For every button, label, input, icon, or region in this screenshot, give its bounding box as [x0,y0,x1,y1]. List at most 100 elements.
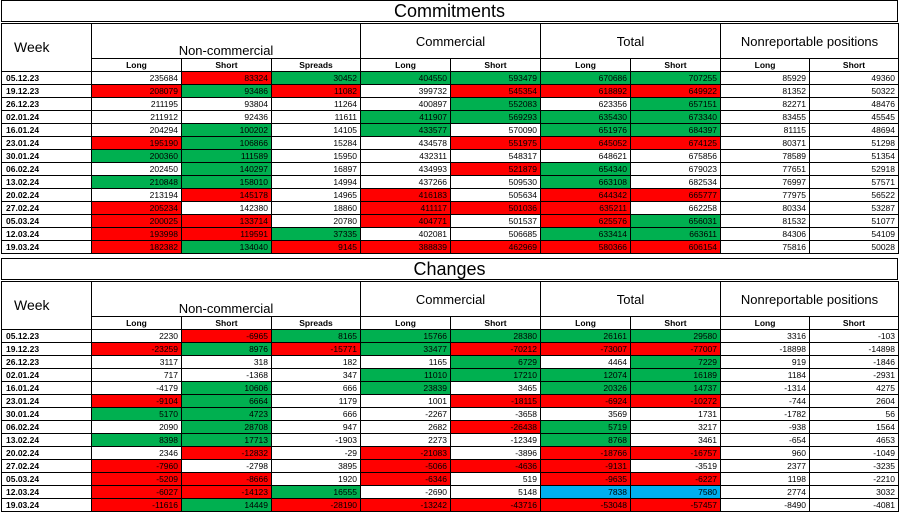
value-cell: 1198 [720,472,811,486]
value-cell: 14965 [270,188,362,202]
value-cell: 433577 [360,123,452,137]
value-cell: 606154 [630,240,722,254]
value-cell: 14994 [270,175,362,189]
table-row: 19.12.23 -23259 8976 -15771 33477 -70212 -7300… [1,342,900,356]
value-cell: 52918 [809,162,900,176]
value-cell: 3465 [450,381,542,395]
value-cell: 625576 [540,214,632,228]
week-cell: 05.12.23 [1,329,92,343]
value-cell: 3461 [630,433,722,447]
value-cell: 76997 [720,175,811,189]
value-cell: 37335 [270,227,362,241]
value-cell: 17713 [181,433,272,447]
value-cell: 411117 [360,201,452,215]
value-cell: -70212 [450,342,542,356]
value-cell: 200025 [91,214,182,228]
value-cell: 15766 [360,329,452,343]
value-cell: -53048 [540,498,632,512]
value-cell: 50028 [809,240,900,254]
subcol-header: Spreads [270,58,362,72]
week-header: Week [1,23,92,72]
week-cell: 23.01.24 [1,394,92,408]
value-cell: 11611 [270,110,362,124]
value-cell: -2210 [809,472,900,486]
value-cell: 666 [270,381,362,395]
group-header: Total [540,23,722,59]
value-cell: 133714 [181,214,272,228]
value-cell: 16555 [270,485,362,499]
value-cell: 548317 [450,149,542,163]
value-cell: -2690 [360,485,452,499]
value-cell: 674125 [630,136,722,150]
value-cell: -5209 [91,472,182,486]
value-cell: 654340 [540,162,632,176]
value-cell: 205234 [91,201,182,215]
week-cell: 27.02.24 [1,459,92,473]
week-cell: 13.02.24 [1,433,92,447]
changes-title: Changes [1,258,898,280]
value-cell: 77975 [720,188,811,202]
week-cell: 30.01.24 [1,149,92,163]
subcol-header: Long [360,316,452,330]
commitments-table: Week Non-commercial Commercial Total Nonrepo… [1,23,900,254]
value-cell: 404771 [360,214,452,228]
value-cell: 2682 [360,420,452,434]
value-cell: 85929 [720,71,811,85]
value-cell: -77007 [630,342,722,356]
value-cell: 673340 [630,110,722,124]
table-row: 27.02.24 -7960 -2798 3895 -5066 -4636 -9131 -35… [1,459,900,473]
table-row: 19.12.23 208079 93486 11082 399732 545354 6188… [1,84,900,98]
value-cell: -15771 [270,342,362,356]
value-cell: 1165 [360,355,452,369]
value-cell: 633414 [540,227,632,241]
value-cell: 644342 [540,188,632,202]
value-cell: 7838 [540,485,632,499]
table-row: 13.02.24 210848 158010 14994 437266 509530 663… [1,175,900,189]
week-cell: 23.01.24 [1,136,92,150]
commitments-block: Commitments Week Non-commercial Commercial… [1,0,900,254]
value-cell: -2931 [809,368,900,382]
value-cell: 204294 [91,123,182,137]
table-row: 19.03.24 182382 134040 9145 388839 462969 5803… [1,240,900,254]
value-cell: 411907 [360,110,452,124]
value-cell: 210848 [91,175,182,189]
value-cell: -1782 [720,407,811,421]
table-row: 05.12.23 235684 83324 30452 404550 593479 6706… [1,71,900,85]
changes-block: Changes Week Non-commercial Commercial Tota… [0,258,900,513]
value-cell: 665777 [630,188,722,202]
table-row: 12.03.24 -6027 -14123 16555 -2690 5148 7838 758… [1,485,900,499]
value-cell: 434578 [360,136,452,150]
value-cell: 657151 [630,97,722,111]
value-cell: 3217 [630,420,722,434]
value-cell: 14449 [181,498,272,512]
value-cell: 30452 [270,71,362,85]
value-cell: -4636 [450,459,542,473]
table-row: 16.01.24 -4179 10606 666 23839 3465 20326 14737… [1,381,900,395]
subcol-header: Short [630,316,722,330]
value-cell: -7960 [91,459,182,473]
value-cell: 662258 [630,201,722,215]
value-cell: 45545 [809,110,900,124]
value-cell: 2604 [809,394,900,408]
value-cell: 20780 [270,214,362,228]
week-cell: 06.02.24 [1,162,92,176]
value-cell: 4653 [809,433,900,447]
value-cell: 6729 [450,355,542,369]
value-cell: -2267 [360,407,452,421]
week-cell: 16.01.24 [1,381,92,395]
value-cell: -9104 [91,394,182,408]
value-cell: 51298 [809,136,900,150]
value-cell: 648621 [540,149,632,163]
changes-table: Week Non-commercial Commercial Total Nonrepo… [1,281,900,512]
value-cell: -3658 [450,407,542,421]
value-cell: -18115 [450,394,542,408]
value-cell: 195190 [91,136,182,150]
value-cell: 8976 [181,342,272,356]
value-cell: 656031 [630,214,722,228]
week-cell: 19.03.24 [1,498,92,512]
table-row: 05.03.24 -5209 -8666 1920 -6346 519 -9635 -6227… [1,472,900,486]
group-header: Total [540,281,722,317]
value-cell: 158010 [181,175,272,189]
value-cell: 569293 [450,110,542,124]
